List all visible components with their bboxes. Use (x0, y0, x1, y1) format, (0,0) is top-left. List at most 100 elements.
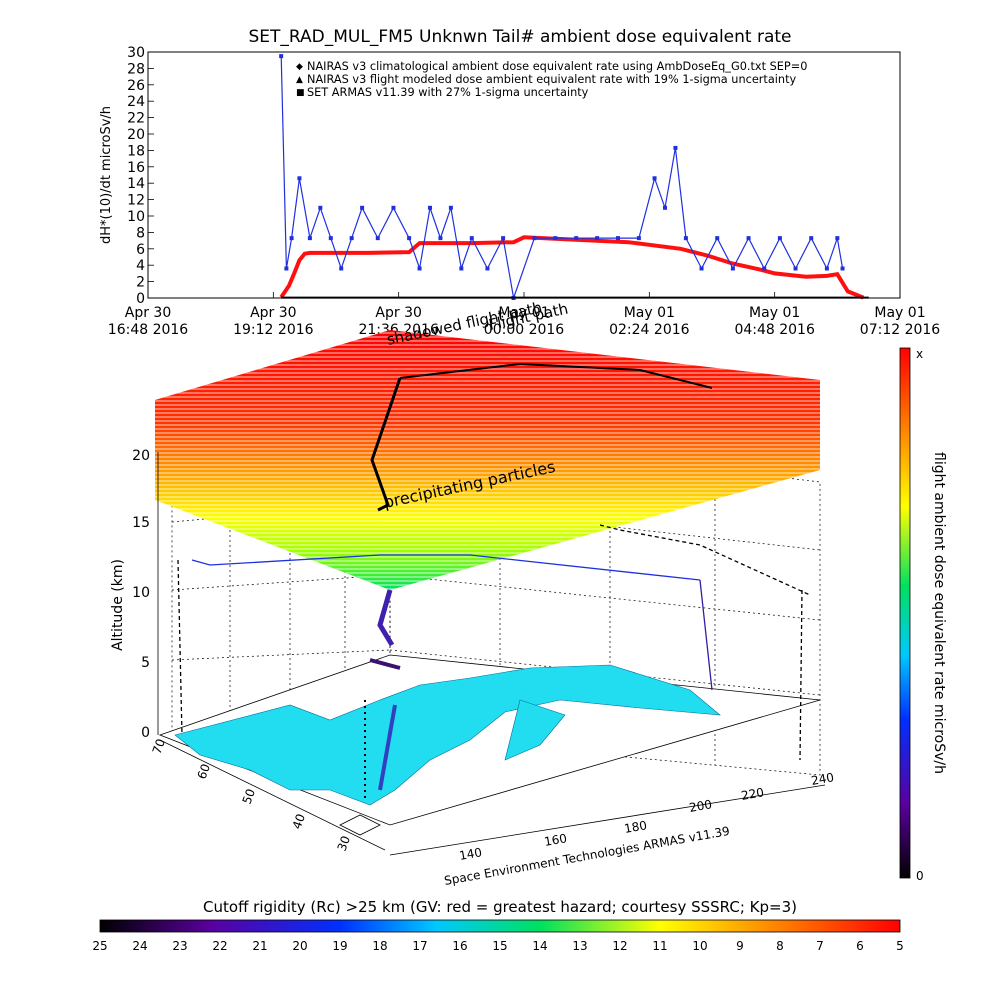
armas-point-23 (553, 236, 558, 241)
legend-marker-0: ◆ (296, 62, 303, 72)
top-x-tick-date-1: Apr 30 (250, 305, 296, 321)
armas-point-32 (699, 266, 704, 271)
top-y-tick-10: 20 (127, 127, 145, 143)
armas-point-7 (339, 266, 344, 271)
rigidity-tick-11: 14 (532, 939, 547, 953)
armas-point-8 (349, 236, 354, 241)
top-y-tick-4: 8 (136, 225, 145, 241)
y-axis-3d: 30 40 50 60 70 (150, 737, 386, 853)
top-y-axis-label: dH*(10)/dt microSv/h (99, 106, 114, 244)
legend-label-1: NAIRAS v3 flight modeled dose ambient eq… (307, 73, 797, 86)
legend-label-0: NAIRAS v3 climatological ambient dose eq… (307, 60, 807, 73)
armas-point-10 (375, 236, 380, 241)
armas-point-41 (835, 236, 840, 241)
top-y-tick-1: 2 (136, 275, 145, 291)
armas-point-22 (532, 236, 537, 241)
armas-point-36 (762, 266, 767, 271)
y3d-tick-4: 70 (150, 737, 168, 756)
top-y-tick-14: 28 (127, 61, 145, 77)
rigidity-bar (99, 919, 901, 933)
rigidity-tick-15: 10 (692, 939, 707, 953)
rigidity-tick-4: 21 (252, 939, 267, 953)
armas-point-0 (279, 54, 284, 59)
top-y-tick-13: 26 (127, 78, 145, 94)
top-x-tick-time-3: 00:00 2016 (484, 322, 565, 338)
top-x-tick-date-3: May 01 (498, 305, 549, 321)
rigidity-tick-10: 15 (492, 939, 507, 953)
armas-point-26 (616, 236, 620, 241)
z-tick-2: 10 (132, 585, 150, 601)
armas-point-17 (459, 266, 464, 271)
armas-point-11 (391, 205, 396, 210)
rigidity-tick-19: 6 (856, 939, 864, 953)
rigidity-tick-16: 9 (736, 939, 744, 953)
top-legend: ◆ NAIRAS v3 climatological ambient dose … (296, 60, 807, 99)
rigidity-tick-7: 18 (372, 939, 387, 953)
armas-point-16 (448, 205, 453, 210)
armas-point-30 (673, 145, 678, 150)
top-series-group (279, 54, 869, 301)
x-axis-3d: 140 160 180 200 220 240 (389, 770, 835, 863)
x3d-tick-3: 200 (688, 797, 713, 815)
rigidity-ticks: 25 24 23 22 21 20 19 18 17 16 15 14 13 12 11 10 9 8 7 6 5 (92, 939, 903, 953)
rigidity-tick-5: 20 (292, 939, 307, 953)
rigidity-tick-20: 5 (896, 939, 904, 953)
armas-point-33 (715, 236, 720, 241)
top-y-tick-9: 18 (127, 143, 145, 159)
armas-point-13 (417, 266, 422, 271)
armas-point-14 (428, 205, 432, 210)
top-x-tick-time-6: 07:12 2016 (860, 322, 941, 338)
armas-point-27 (636, 236, 641, 241)
legend-marker-2: ■ (296, 88, 305, 98)
top-x-tick-time-1: 19:12 2016 (233, 322, 314, 338)
armas-point-1 (284, 266, 289, 271)
x3d-tick-5: 240 (810, 770, 835, 788)
armas-point-15 (438, 236, 443, 241)
top-y-tick-2: 4 (136, 258, 145, 274)
top-x-tick-time-4: 02:24 2016 (609, 322, 690, 338)
dose-colorbar-label: flight ambient dose equivalent rate micr… (931, 452, 947, 774)
x3d-tick-2: 180 (623, 818, 648, 836)
top-y-tick-15: 30 (127, 45, 145, 61)
x3d-tick-4: 220 (740, 785, 765, 803)
rigidity-tick-17: 8 (776, 939, 784, 953)
top-x-tick-date-2: Apr 30 (375, 305, 421, 321)
dose-sheet (155, 330, 820, 590)
armas-point-35 (746, 236, 751, 241)
top-series-line-0 (279, 235, 865, 300)
rigidity-tick-13: 12 (612, 939, 627, 953)
armas-point-24 (574, 236, 579, 241)
dose-colorbar-bottom: 0 (916, 869, 924, 883)
top-y-tick-8: 16 (127, 160, 145, 176)
credit-text: Space Environment Technologies ARMAS v11… (443, 824, 731, 888)
floor (158, 654, 821, 836)
armas-point-40 (824, 266, 829, 271)
rigidity-tick-6: 19 (332, 939, 347, 953)
z-axis-label: Altitude (km) (110, 559, 126, 651)
armas-point-3 (297, 176, 302, 181)
rigidity-tick-0: 25 (92, 939, 107, 953)
top-y-tick-0: 0 (136, 291, 145, 307)
top-x-tick-date-0: Apr 30 (125, 305, 171, 321)
legend-label-2: SET ARMAS v11.39 with 27% 1-sigma uncert… (307, 86, 589, 99)
chart-title: SET_RAD_MUL_FM5 Unknwn Tail# ambient dos… (249, 27, 792, 47)
top-y-tick-11: 22 (127, 111, 145, 127)
rigidity-tick-2: 23 (172, 939, 187, 953)
z-axis: 0 5 10 15 20 Altitude (km) (110, 448, 159, 741)
rigidity-tick-9: 16 (452, 939, 467, 953)
armas-point-38 (793, 266, 798, 271)
top-y-tick-3: 6 (136, 242, 145, 258)
rigidity-tick-8: 17 (412, 939, 427, 953)
armas-point-25 (595, 236, 600, 241)
rigidity-tick-12: 13 (572, 939, 587, 953)
y3d-tick-3: 60 (195, 762, 213, 781)
armas-point-9 (360, 205, 365, 210)
x3d-tick-0: 140 (458, 845, 483, 863)
z-tick-3: 15 (132, 515, 150, 531)
armas-point-4 (307, 236, 312, 241)
top-x-tick-time-0: 16:48 2016 (108, 322, 189, 338)
y3d-tick-2: 50 (240, 787, 258, 806)
